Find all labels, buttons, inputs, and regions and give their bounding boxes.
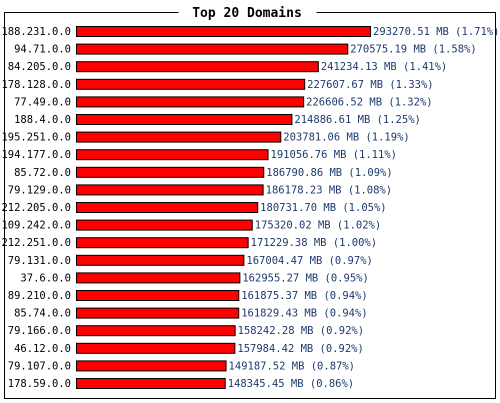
category-tick-labels: 188.231.0.0 94.71.0.0 84.205.0.0 178.128.0.… (1, 26, 71, 390)
category-label: 212.205.0.0 (1, 202, 71, 214)
bar (76, 307, 240, 319)
bar (76, 237, 249, 249)
category-label: 94.71.0.0 (14, 44, 71, 56)
bar (76, 184, 264, 196)
category-label: 194.177.0.0 (1, 149, 71, 161)
data-label: 203781.06 MB (1.19%) (283, 132, 409, 144)
data-label: 149187.52 MB (0.87%) (229, 360, 355, 372)
category-label: 79.131.0.0 (8, 255, 71, 267)
data-label: 175320.02 MB (1.02%) (255, 220, 381, 232)
data-label: 158242.28 MB (0.92%) (238, 325, 364, 337)
category-label: 46.12.0.0 (14, 343, 71, 355)
bar (76, 272, 241, 284)
category-label: 178.128.0.0 (1, 79, 71, 91)
bar (76, 61, 319, 73)
data-label: 191056.76 MB (1.11%) (271, 149, 397, 161)
bar (76, 96, 305, 108)
category-label: 37.6.0.0 (20, 272, 71, 284)
bar (76, 78, 306, 90)
chart-title: Top 20 Domains (192, 6, 302, 21)
data-label: 167004.47 MB (0.97%) (246, 255, 372, 267)
data-label: 162955.27 MB (0.95%) (242, 272, 368, 284)
category-label: 89.210.0.0 (8, 290, 71, 302)
bars (76, 26, 371, 389)
bar (76, 325, 236, 337)
data-label: 226606.52 MB (1.32%) (306, 96, 432, 108)
data-label: 186178.23 MB (1.08%) (266, 184, 392, 196)
category-label: 109.242.0.0 (1, 220, 71, 232)
data-label: 171229.38 MB (1.00%) (251, 237, 377, 249)
data-label: 293270.51 MB (1.71%) (373, 26, 499, 38)
category-label: 188.231.0.0 (1, 26, 71, 38)
data-label: 161829.43 MB (0.94%) (241, 308, 367, 320)
category-label: 188.4.0.0 (14, 114, 71, 126)
bar (76, 254, 245, 266)
data-label: 161875.37 MB (0.94%) (241, 290, 367, 302)
chart-frame (4, 12, 496, 399)
data-labels: 293270.51 MB (1.71%) 270575.19 MB (1.58%)… (228, 26, 500, 390)
bar (76, 219, 253, 231)
data-label: 214886.61 MB (1.25%) (294, 114, 420, 126)
category-label: 79.107.0.0 (8, 360, 71, 372)
data-label: 148345.45 MB (0.86%) (228, 378, 354, 390)
bar (76, 378, 226, 389)
bar (76, 149, 269, 161)
category-label: 84.205.0.0 (8, 61, 71, 73)
bar (76, 360, 227, 372)
data-label: 180731.70 MB (1.05%) (260, 202, 386, 214)
category-label: 85.74.0.0 (14, 308, 71, 320)
category-label: 79.129.0.0 (8, 184, 71, 196)
data-label: 270575.19 MB (1.58%) (350, 44, 476, 56)
category-label: 178.59.0.0 (8, 378, 71, 390)
bar (76, 342, 236, 354)
data-label: 157984.42 MB (0.92%) (237, 343, 363, 355)
category-label: 85.72.0.0 (14, 167, 71, 179)
category-label: 79.166.0.0 (8, 325, 71, 337)
bar (76, 166, 265, 178)
bar (76, 43, 349, 55)
bar (76, 290, 240, 301)
bar (76, 202, 259, 213)
data-label: 186790.86 MB (1.09%) (266, 167, 392, 179)
bar (76, 131, 282, 143)
category-label: 195.251.0.0 (1, 132, 71, 144)
bar (76, 114, 293, 125)
category-label: 212.251.0.0 (1, 237, 71, 249)
data-label: 227607.67 MB (1.33%) (307, 79, 433, 91)
bar (76, 26, 371, 37)
data-label: 241234.13 MB (1.41%) (321, 61, 447, 73)
category-label: 77.49.0.0 (14, 96, 71, 108)
